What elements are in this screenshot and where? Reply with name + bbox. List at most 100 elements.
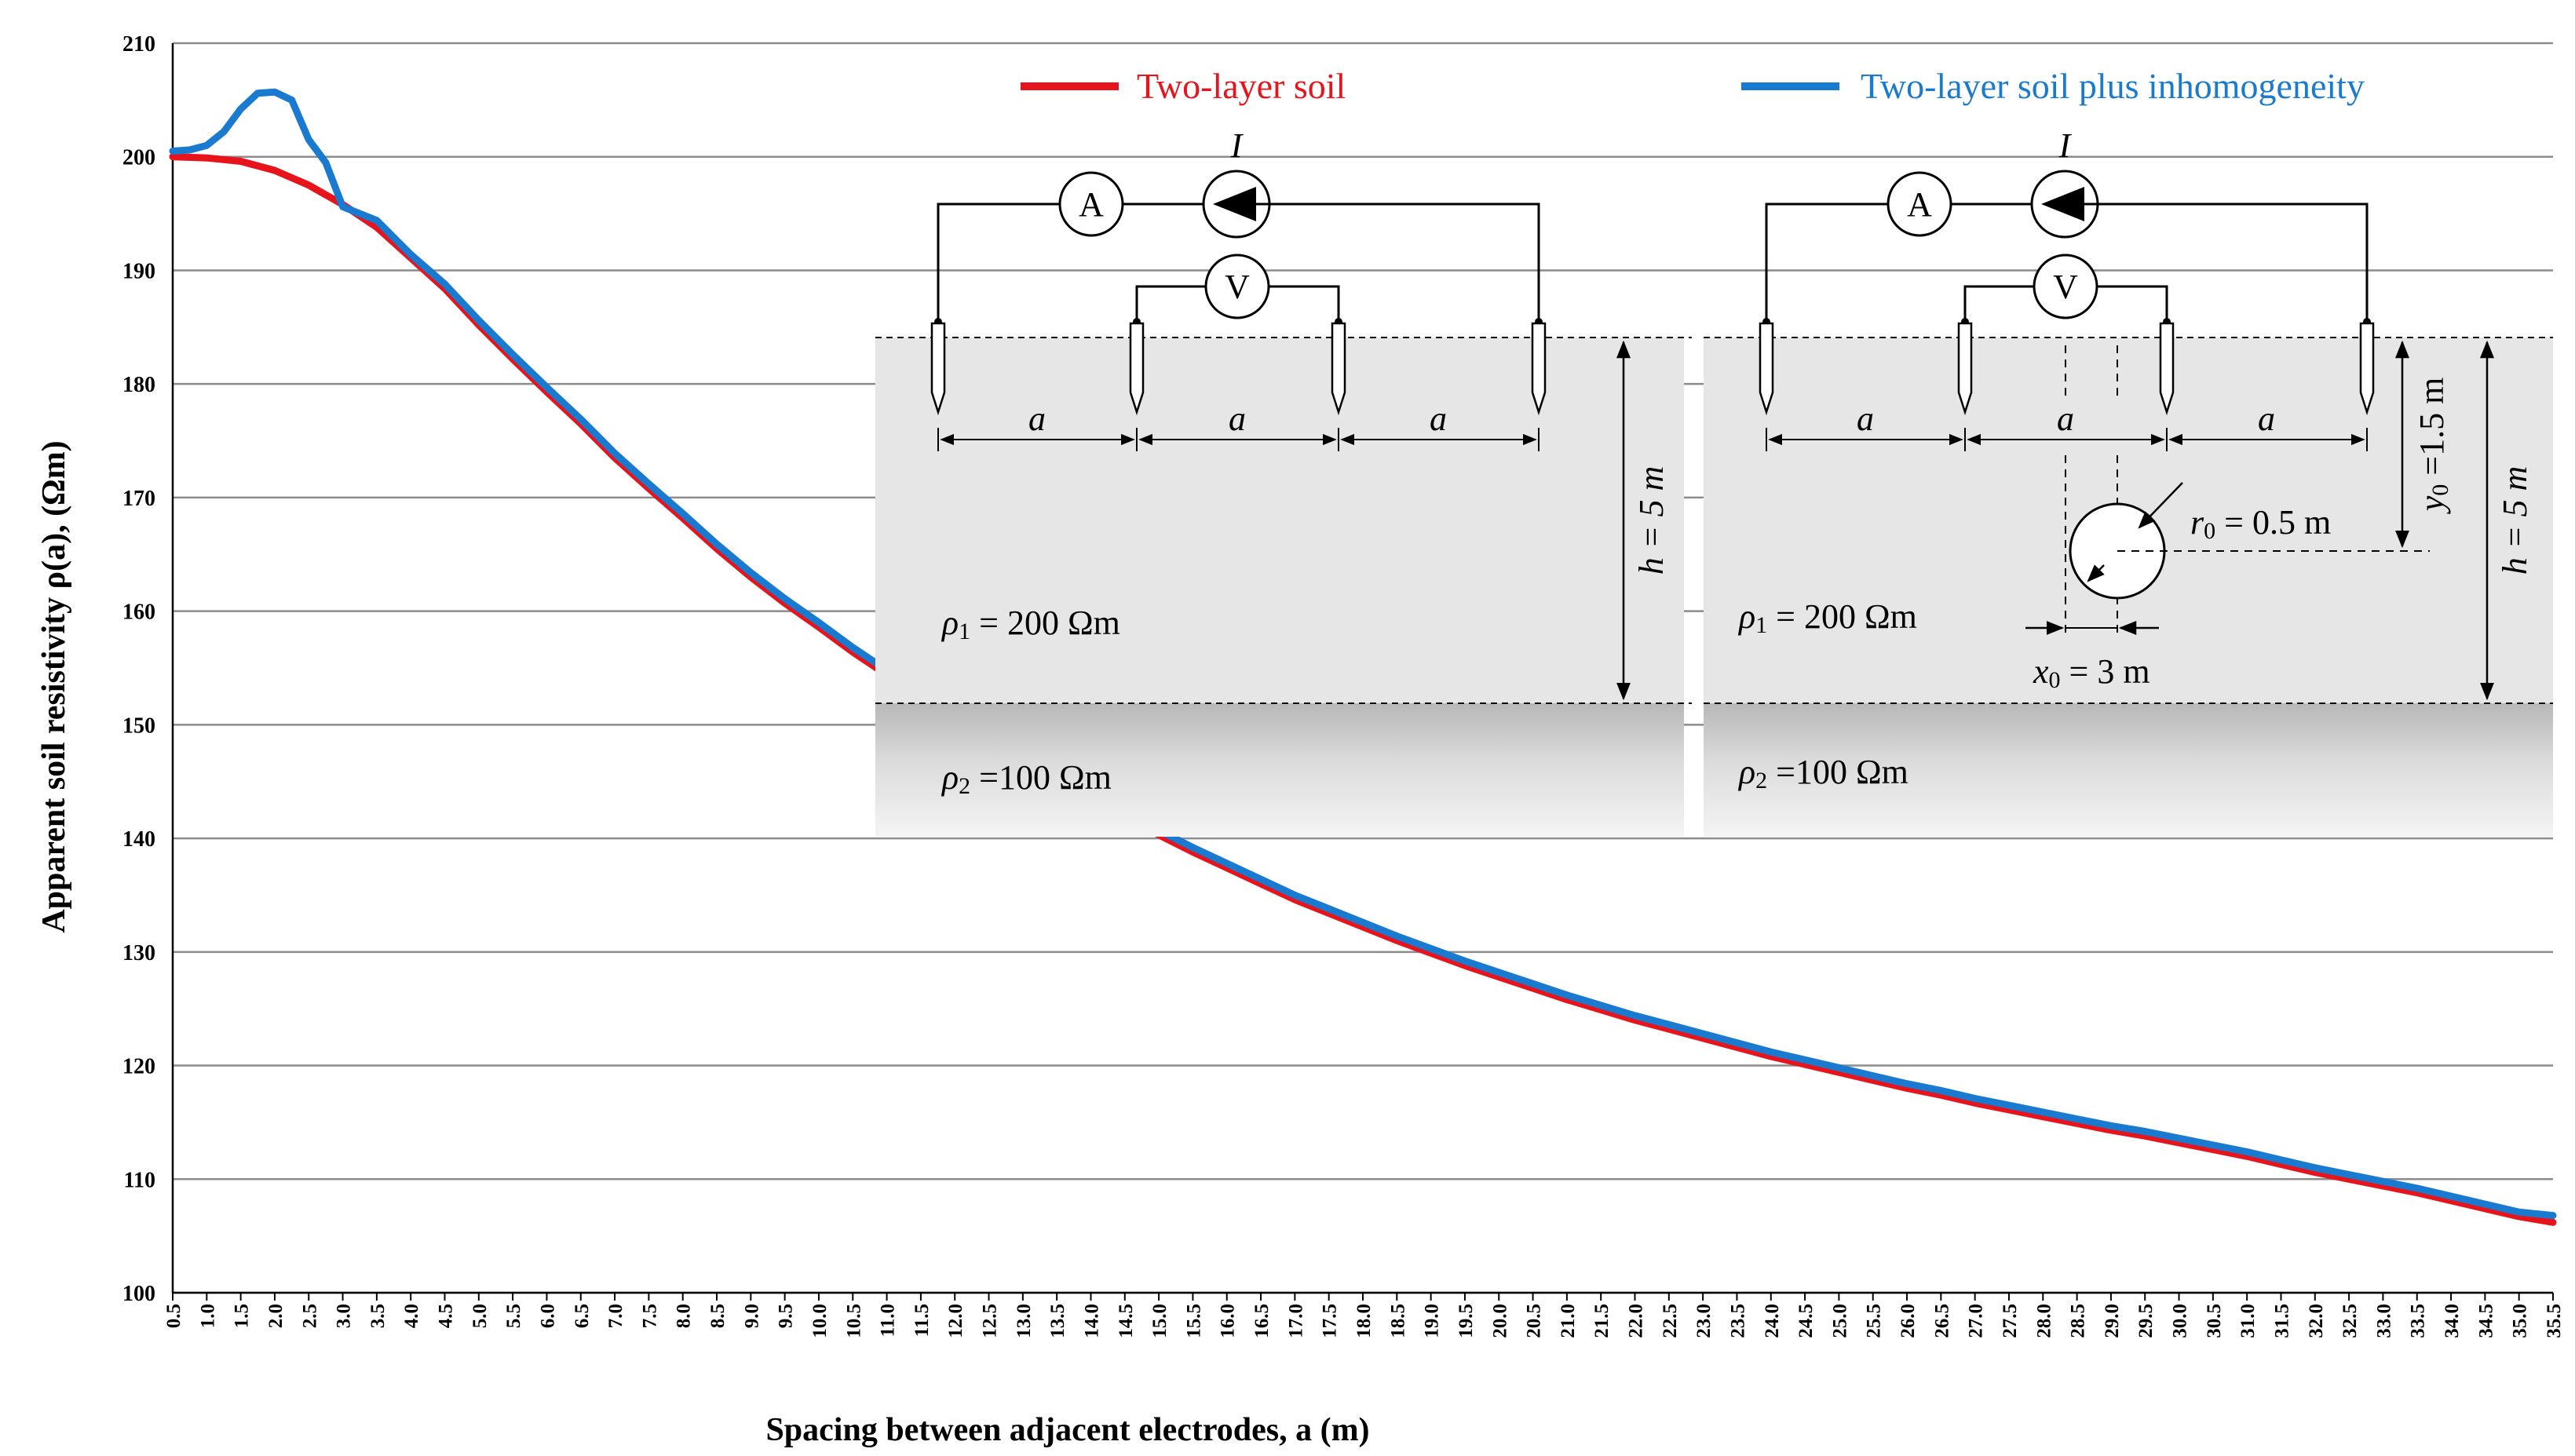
x-tick-label: 3.5: [367, 1304, 389, 1328]
x-tick-label: 1.0: [197, 1304, 218, 1328]
x-tick-label: 32.0: [2306, 1304, 2327, 1338]
layer2-area: [1704, 703, 2553, 837]
voltmeter-icon: [2033, 254, 2098, 319]
x-tick-label: 23.0: [1693, 1304, 1715, 1338]
x-tick-label: 26.0: [1897, 1304, 1919, 1338]
x-tick-label: 7.0: [605, 1304, 626, 1328]
x-tick-label: 34.5: [2475, 1304, 2496, 1338]
x-tick-label: 10.0: [809, 1304, 831, 1338]
spacing-label: a: [2258, 400, 2275, 438]
inset-inhomogeneity-diagram: A I V a a a r0 = 0.5 m x0 =: [1704, 126, 2553, 837]
x-tick-label: 9.5: [776, 1304, 797, 1328]
x-tick-label: 6.5: [572, 1304, 593, 1328]
x-tick-label: 4.0: [401, 1304, 422, 1328]
x-tick-label: 15.0: [1149, 1304, 1171, 1338]
x-tick-label: 0.5: [163, 1304, 184, 1328]
electrode-icon: [930, 318, 946, 416]
y-tick-label: 170: [122, 487, 155, 511]
electrode-icon: [2159, 318, 2175, 416]
voltmeter-label: V: [1225, 268, 1250, 306]
x-tick-label: 23.5: [1727, 1304, 1748, 1338]
x-tick-label: 2.0: [265, 1304, 287, 1328]
inset-two-layer-diagram: A I V a a a h = 5 m ρ1 = 200 Ωm ρ2 =100 …: [875, 126, 1692, 837]
legend-label-two-layer: Two-layer soil: [1137, 66, 1346, 106]
ammeter-label: A: [1079, 185, 1104, 224]
series-lines: [169, 88, 2557, 1226]
radius-arrow: [2138, 482, 2183, 529]
legend-label-inhomogeneity: Two-layer soil plus inhomogeneity: [1861, 66, 2365, 106]
x-tick-label: 12.5: [980, 1304, 1001, 1338]
x-tick-label: 22.5: [1660, 1304, 1681, 1338]
spacing-label: a: [1229, 400, 1246, 438]
y-tick-label: 140: [122, 827, 155, 852]
x-tick-label: 11.0: [878, 1304, 899, 1337]
x-tick-label: 2.5: [299, 1304, 320, 1328]
spacing-label: a: [1430, 400, 1447, 438]
x-tick-label: 20.5: [1524, 1304, 1545, 1338]
x-tick-label: 19.5: [1456, 1304, 1477, 1338]
depth-label: h = 5 m: [2496, 466, 2534, 575]
electrode-icon: [1129, 318, 1145, 416]
electrode-icon: [1957, 318, 1973, 416]
rho1-label: ρ1 = 200 Ωm: [1737, 597, 1917, 638]
x-tick-label: 28.5: [2068, 1304, 2089, 1338]
x-tick-label: 29.5: [2135, 1304, 2157, 1338]
y-tick-label: 200: [122, 146, 155, 170]
x-tick-label: 28.0: [2033, 1304, 2055, 1338]
spacing-label: a: [2057, 400, 2074, 438]
spacing-label: a: [1028, 400, 1046, 438]
x-tick-label: 35.0: [2510, 1304, 2531, 1338]
x-tick-label: 5.5: [503, 1304, 524, 1328]
x-tick-label: 11.5: [911, 1304, 933, 1337]
x-tick-label: 6.0: [537, 1304, 558, 1328]
x-tick-label: 31.0: [2237, 1304, 2259, 1338]
x-tick-label: 3.0: [334, 1304, 355, 1328]
ammeter-label: A: [1907, 185, 1932, 224]
voltmeter-label: V: [2053, 268, 2078, 306]
electrode-icon: [1759, 318, 1774, 416]
x-tick-label: 30.5: [2204, 1304, 2225, 1338]
x-tick-label: 10.5: [843, 1304, 864, 1338]
rho2-label: ρ2 =100 Ωm: [941, 758, 1112, 799]
x-tick-label: 33.0: [2373, 1304, 2394, 1338]
electrode-icon: [1331, 318, 1346, 416]
x-tick-label: 8.0: [674, 1304, 695, 1328]
y-tick-label: 190: [122, 259, 155, 283]
x-tick-label: 25.0: [1829, 1304, 1850, 1338]
x0-label: x0 = 3 m: [2033, 652, 2150, 693]
ammeter-icon: [1058, 171, 1124, 237]
x-tick-label: 27.5: [2000, 1304, 2021, 1338]
y0-label: y0 =1.5 m: [2412, 378, 2453, 515]
x-tick-label: 8.5: [707, 1304, 729, 1328]
x-tick-label: 4.5: [436, 1304, 457, 1328]
x-axis-title: Spacing between adjacent electrodes, a (…: [765, 1412, 1369, 1448]
x-tick-label: 14.0: [1081, 1304, 1102, 1338]
x-tick-label: 14.5: [1116, 1304, 1137, 1338]
x-tick-label: 32.5: [2339, 1304, 2361, 1338]
rho2-label: ρ2 =100 Ωm: [1737, 753, 1908, 794]
y-axis-title: Apparent soil resistivity ρ(a), (Ωm): [36, 440, 72, 932]
x-tick-label: 16.0: [1218, 1304, 1239, 1338]
x-tick-label: 24.0: [1762, 1304, 1783, 1338]
electrode-icon: [1531, 318, 1547, 416]
x-tick-label: 22.0: [1626, 1304, 1647, 1338]
x-tick-label: 24.5: [1795, 1304, 1817, 1338]
y-tick-label: 160: [122, 600, 155, 625]
x-tick-label: 13.5: [1047, 1304, 1068, 1338]
x-axis: 0.5 1.0 1.5 2.0 2.5 3.0 3.5 4.0 4.5 5.0 5.5 6.0 6.5 7…: [163, 1291, 2565, 1338]
x-tick-label: 27.0: [1966, 1304, 1987, 1338]
layer1-area: [875, 338, 1684, 703]
x-tick-label: 17.5: [1320, 1304, 1341, 1338]
x-tick-label: 29.0: [2102, 1304, 2123, 1338]
x-tick-label: 30.0: [2170, 1304, 2191, 1338]
y-tick-label: 130: [122, 941, 155, 965]
x-tick-label: 21.0: [1558, 1304, 1579, 1338]
current-label: I: [1230, 126, 1244, 165]
x-tick-label: 9.0: [741, 1304, 762, 1328]
x-tick-label: 25.5: [1864, 1304, 1885, 1338]
x-tick-label: 17.0: [1285, 1304, 1306, 1338]
legend: Two-layer soil Two-layer soil plus inhom…: [1021, 66, 2365, 106]
current-arrow-icon: [2041, 187, 2084, 221]
ammeter-icon: [1887, 171, 1952, 237]
